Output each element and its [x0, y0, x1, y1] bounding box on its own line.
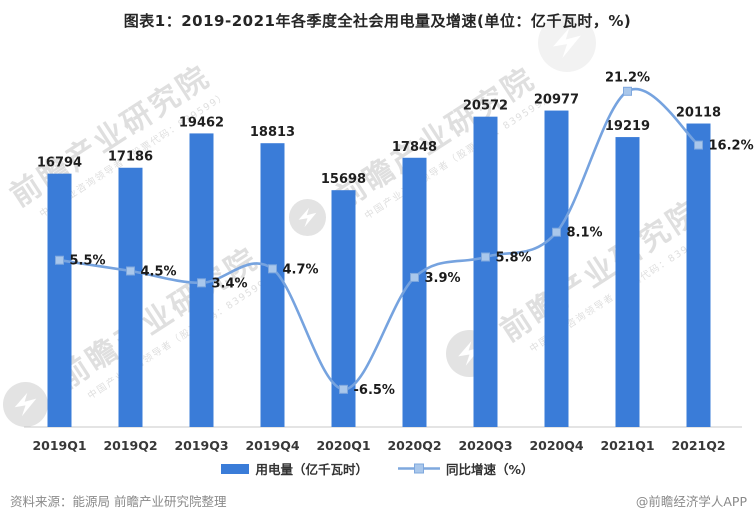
legend-item-bar: 用电量（亿千瓦时）: [221, 459, 368, 478]
line-marker-2019Q4: [268, 264, 277, 274]
bar-2020Q4: [544, 110, 569, 427]
bar-2021Q1: [615, 137, 640, 427]
bar-value-label: 18813: [250, 125, 295, 140]
bar-value-label: 20118: [676, 106, 721, 121]
x-axis-label-2020Q1: 2020Q1: [316, 438, 370, 453]
line-marker-2019Q1: [55, 255, 64, 265]
bar-value-label: 20977: [534, 93, 579, 108]
bar-value-label: 15698: [321, 172, 366, 187]
growth-label: 3.9%: [425, 271, 461, 286]
growth-label: 5.8%: [496, 250, 532, 265]
bar-2019Q4: [260, 143, 285, 427]
legend-item-line: 同比增速（%）: [397, 459, 534, 478]
line-marker-2021Q1: [623, 86, 632, 96]
x-axis-label-2019Q1: 2019Q1: [32, 438, 86, 453]
legend-label: 同比增速（%）: [445, 462, 534, 477]
x-axis-label-2019Q3: 2019Q3: [174, 438, 228, 453]
x-axis-label-2021Q1: 2021Q1: [600, 438, 654, 453]
growth-label: -6.5%: [354, 383, 395, 398]
bar-value-label: 20572: [463, 99, 508, 114]
chart-footer: 资料来源：能源局 前瞻产业研究院整理 @前瞻经济学人APP: [0, 491, 755, 510]
bar-value-label: 19462: [179, 115, 224, 130]
x-axis-label-2020Q3: 2020Q3: [458, 438, 512, 453]
bar-value-label: 17186: [108, 150, 153, 165]
x-axis-label-2019Q4: 2019Q4: [245, 438, 299, 453]
bar-value-label: 17848: [392, 140, 437, 155]
growth-label: 4.5%: [141, 264, 177, 279]
bar-value-label: 19219: [605, 119, 650, 134]
bar-2019Q2: [118, 167, 143, 427]
chart-title: 图表1：2019-2021年各季度全社会用电量及增速(单位：亿千瓦时，%): [123, 12, 632, 30]
legend-label: 用电量（亿千瓦时）: [255, 462, 368, 477]
bar-2019Q1: [47, 173, 72, 427]
chart-legend: 用电量（亿千瓦时） 同比增速（%）: [0, 459, 755, 478]
credit-note: @前瞻经济学人APP: [635, 494, 747, 509]
line-marker-2021Q2: [694, 140, 703, 150]
x-axis-label-2020Q2: 2020Q2: [387, 438, 441, 453]
line-marker-2019Q2: [126, 266, 135, 276]
growth-label: 21.2%: [605, 70, 650, 85]
growth-label: 3.4%: [212, 276, 248, 291]
bar-2021Q2: [686, 123, 711, 428]
x-axis-label-2021Q2: 2021Q2: [671, 438, 725, 453]
bar-swatch-icon: [221, 463, 250, 474]
line-marker-2020Q2: [410, 272, 419, 282]
line-marker-2020Q3: [481, 252, 490, 262]
line-marker-2020Q1: [339, 384, 348, 394]
growth-line: [58, 87, 700, 391]
x-axis-label-2019Q2: 2019Q2: [103, 438, 157, 453]
growth-label: 4.7%: [283, 262, 319, 277]
bar-2020Q2: [402, 157, 427, 427]
growth-label: 8.1%: [567, 226, 603, 241]
growth-label: 16.2%: [709, 139, 754, 154]
growth-label: 5.5%: [70, 254, 106, 269]
bar-value-label: 16794: [37, 156, 82, 171]
line-swatch-icon: [397, 463, 440, 474]
chart-plot-area: 16794 2019Q1 17186 2019Q2 19462 2019Q3 18813 20…: [24, 70, 754, 453]
source-note: 资料来源：能源局 前瞻产业研究院整理: [10, 494, 227, 509]
line-marker-2020Q4: [552, 227, 561, 237]
line-marker-2019Q3: [197, 278, 206, 288]
x-axis-label-2020Q4: 2020Q4: [529, 438, 583, 453]
bar-2020Q3: [473, 116, 498, 427]
